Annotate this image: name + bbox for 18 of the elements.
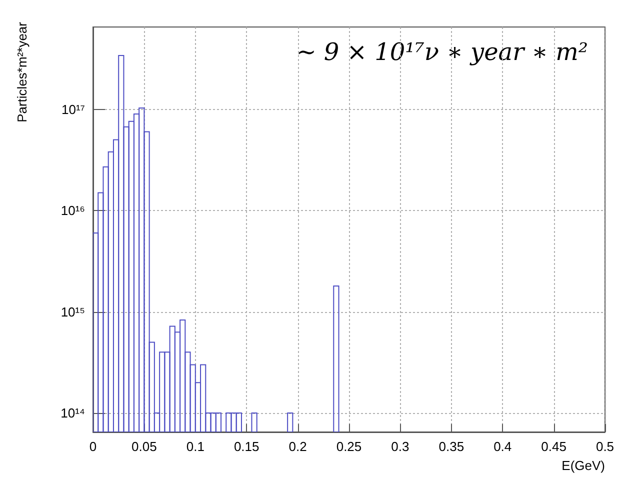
x-tick-label: 0.5 [596,439,614,454]
y-tick-label: 10¹⁵ [60,304,85,320]
x-tick-label: 0.4 [494,439,512,454]
x-tick-label: 0.35 [438,439,464,454]
x-tick-label: 0.1 [186,439,204,454]
x-tick-label: 0 [89,439,97,454]
annotation: ~ 9 × 10¹⁷ν ∗ year ∗ m² [296,38,588,66]
x-tick-label: 0.45 [541,439,566,454]
y-tick-label: 10¹⁴ [60,406,85,421]
y-tick-label: 10¹⁶ [60,203,85,218]
x-tick-label: 0.2 [288,439,307,454]
x-tick-label: 0.3 [391,439,410,454]
y-tick-label: 10¹⁷ [62,102,86,117]
y-axis-title: Particles*m²*year [14,21,30,122]
x-tick-label: 0.15 [234,439,260,454]
x-tick-label: 0.25 [336,439,362,454]
x-tick-label: 0.05 [132,439,157,454]
x-axis-title: E(GeV) [562,458,605,473]
